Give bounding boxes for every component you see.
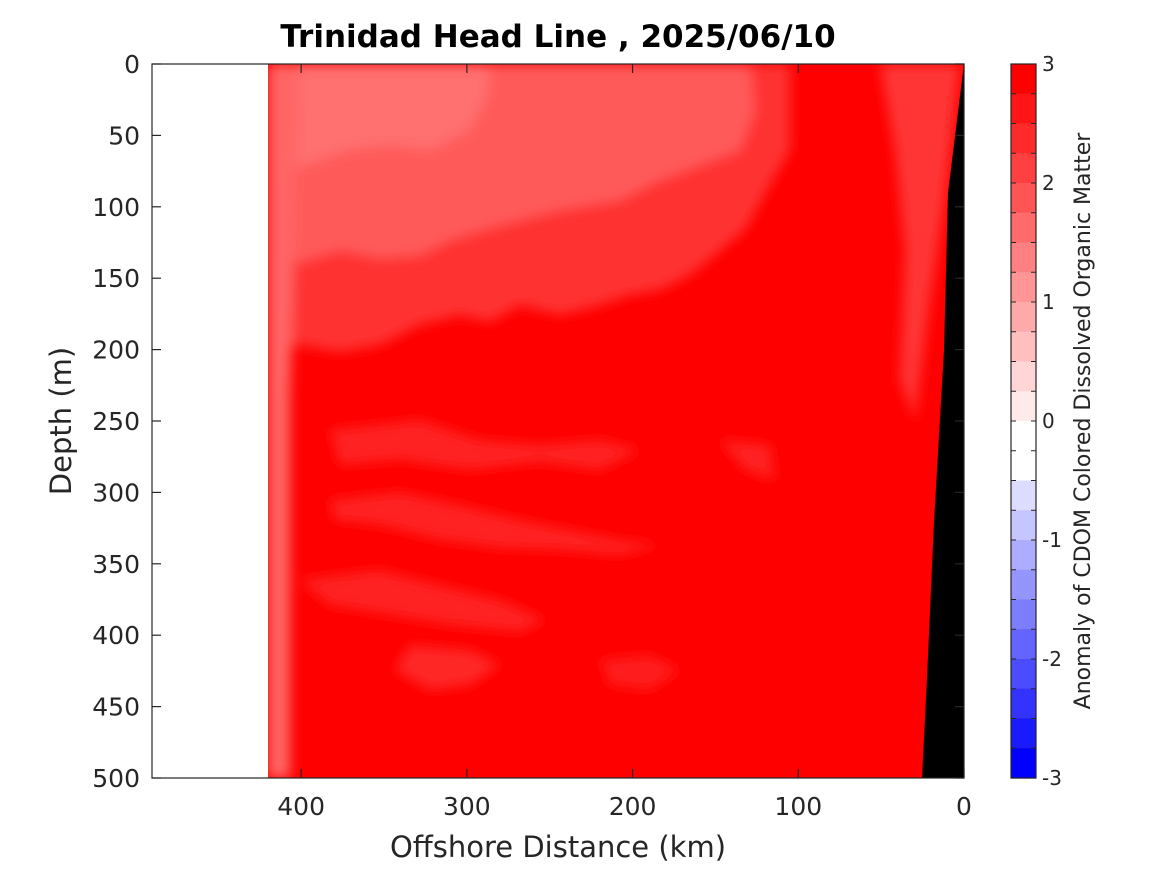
y-tick-label: 350 (92, 550, 140, 579)
x-axis-label: Offshore Distance (km) (390, 830, 726, 864)
x-axis-ticks: 400 300 200 100 0 (277, 64, 972, 821)
colorbar-swatch (1011, 93, 1036, 125)
colorbar-swatch (1011, 748, 1036, 779)
plot-area: 400 300 200 100 0 0 50 100 150 200 250 300 350 400 45… (92, 50, 972, 821)
x-tick-label: 200 (609, 792, 657, 821)
y-tick-label: 0 (124, 50, 140, 79)
y-axis-label: Depth (m) (44, 347, 78, 495)
x-tick-label: 400 (277, 792, 325, 821)
colorbar-swatch (1011, 510, 1036, 541)
colorbar-tick-label: 3 (1042, 52, 1055, 76)
colorbar-swatch (1011, 421, 1036, 452)
colorbar-swatch (1011, 361, 1036, 392)
x-tick-label: 0 (956, 792, 972, 821)
colorbar-swatch (1011, 480, 1036, 511)
colorbar-swatch (1011, 569, 1036, 601)
cdom-left-edge (268, 64, 300, 778)
colorbar-swatch (1011, 183, 1036, 214)
colorbar-swatch (1011, 64, 1036, 95)
colorbar-swatch (1011, 718, 1036, 749)
colorbar-swatch (1011, 242, 1036, 273)
y-tick-label: 500 (92, 764, 140, 793)
colorbar-swatch (1011, 302, 1036, 333)
colorbar-swatch (1011, 688, 1036, 720)
colorbar-swatch (1011, 391, 1036, 422)
cdom-surface-lightest (268, 64, 490, 175)
y-axis-ticks: 0 50 100 150 200 250 300 350 400 450 500 (92, 50, 964, 793)
colorbar-swatches (1011, 64, 1036, 779)
colorbar-ticks: 3 2 1 0 -1 -2 -3 (1042, 52, 1062, 790)
y-tick-label: 50 (108, 121, 140, 150)
y-tick-label: 100 (92, 193, 140, 222)
cdom-deep-patch-1 (300, 570, 545, 632)
cdom-nearshore-band (880, 64, 960, 420)
colorbar: 3 2 1 0 -1 -2 -3 Anomaly of CDOM Colored Disso… (1010, 52, 1096, 790)
bathymetry (922, 64, 964, 778)
colorbar-swatch (1011, 629, 1036, 660)
colorbar-swatch (1011, 599, 1036, 630)
cdom-deep-patch-2 (395, 645, 500, 690)
cdom-mid-patch-2 (330, 492, 660, 555)
cdom-field (268, 64, 964, 778)
x-tick-label: 100 (774, 792, 822, 821)
colorbar-swatch (1011, 450, 1036, 482)
colorbar-label: Anomaly of CDOM Colored Dissolved Organi… (1071, 132, 1096, 710)
y-tick-label: 450 (92, 693, 140, 722)
colorbar-tick-label: -3 (1042, 766, 1062, 790)
colorbar-swatch (1011, 272, 1036, 303)
cdom-deep-patch-3 (600, 655, 680, 690)
colorbar-tick-label: -1 (1042, 528, 1062, 552)
colorbar-tick-label: 2 (1042, 171, 1055, 195)
colorbar-swatch (1011, 123, 1036, 154)
cdom-mid-patch-1 (330, 420, 640, 470)
y-tick-label: 300 (92, 478, 140, 507)
colorbar-tick-label: 0 (1042, 409, 1055, 433)
colorbar-tick-label: 1 (1042, 290, 1055, 314)
y-tick-label: 200 (92, 336, 140, 365)
colorbar-frame (1010, 63, 1037, 779)
cdom-right-midpatch (720, 440, 775, 480)
colorbar-swatch (1011, 153, 1036, 184)
colorbar-swatch (1011, 331, 1036, 363)
colorbar-swatch (1011, 212, 1036, 244)
chart-title: Trinidad Head Line , 2025/06/10 (280, 19, 835, 55)
y-tick-label: 400 (92, 621, 140, 650)
y-tick-label: 150 (92, 264, 140, 293)
colorbar-swatch (1011, 659, 1036, 690)
y-tick-label: 250 (92, 407, 140, 436)
x-tick-label: 300 (443, 792, 491, 821)
colorbar-tick-label: -2 (1042, 647, 1062, 671)
cdom-field-patches (268, 64, 960, 778)
colorbar-swatch (1011, 540, 1036, 571)
